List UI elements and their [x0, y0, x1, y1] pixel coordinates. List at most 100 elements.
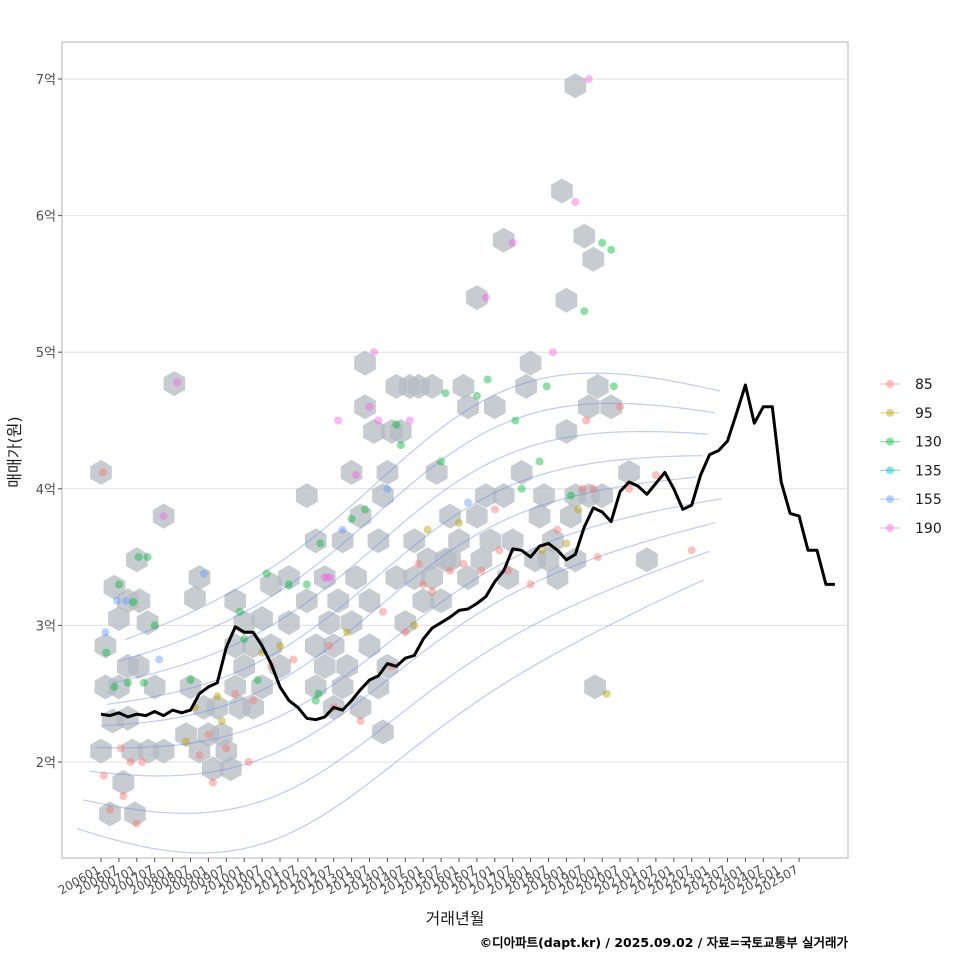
hexbin-cell: [372, 719, 394, 745]
data-point: [687, 546, 696, 555]
legend-key-dot: [886, 380, 894, 388]
data-point: [155, 655, 164, 664]
data-point: [159, 512, 168, 521]
hexbin-cell: [331, 528, 354, 554]
data-point: [472, 391, 481, 400]
hexbin-cell: [152, 738, 175, 764]
density-contour: [106, 455, 703, 705]
y-tick-label: 6억: [36, 210, 56, 225]
data-point: [338, 525, 347, 534]
legend-item: 85: [880, 377, 933, 393]
hexbin-cell: [206, 694, 229, 720]
hexbin-cell: [577, 394, 600, 420]
hexbin-cell: [108, 606, 130, 632]
data-point: [217, 717, 226, 726]
data-point: [511, 416, 520, 425]
legend-label: 155: [915, 492, 942, 508]
data-point: [289, 655, 298, 664]
hexbin-cell: [90, 459, 112, 485]
hexbin-cell: [564, 73, 587, 99]
data-point: [361, 505, 370, 514]
data-point: [419, 580, 428, 589]
data-point: [320, 573, 329, 582]
data-point: [616, 402, 625, 411]
data-point: [582, 416, 591, 425]
hexbin-cell: [448, 528, 470, 554]
hexbin-cell: [251, 606, 273, 632]
hexbin-cell: [322, 633, 345, 659]
data-point: [580, 307, 589, 316]
data-point: [186, 676, 195, 685]
data-point: [410, 621, 419, 630]
legend-key-dot: [886, 495, 894, 504]
trend-line: [100, 383, 835, 722]
data-point: [542, 382, 551, 391]
data-point: [405, 416, 414, 425]
data-point: [105, 805, 114, 814]
data-point: [244, 758, 253, 766]
data-point: [609, 382, 618, 391]
hexbin-cell: [412, 588, 434, 614]
hexbin-cell: [296, 588, 318, 614]
data-point: [199, 569, 208, 578]
hexbin-cell: [367, 528, 390, 554]
data-point: [98, 468, 107, 477]
density-contour: [124, 372, 721, 641]
hexbin-cell: [372, 483, 394, 509]
hexbin-cell: [367, 674, 390, 700]
data-point: [625, 484, 634, 493]
data-point: [314, 689, 323, 698]
data-point: [316, 539, 325, 548]
data-point: [428, 587, 437, 596]
hexbin-cell: [542, 528, 564, 554]
hexbin-cell: [305, 528, 327, 554]
hexbin-cell: [421, 373, 443, 399]
data-point: [378, 607, 387, 616]
data-point: [396, 441, 405, 450]
hexbin-cell: [179, 674, 202, 700]
hexbin-cell: [457, 394, 479, 420]
data-point: [122, 596, 131, 605]
data-point: [504, 566, 513, 575]
data-point: [110, 682, 119, 691]
data-point: [437, 457, 446, 466]
hexbin-cell: [224, 588, 247, 614]
data-point: [116, 744, 125, 753]
density-contour: [100, 476, 697, 727]
hexbin-cell: [202, 756, 224, 782]
hexbin-cell: [501, 528, 524, 554]
y-axis-title: 매매가(원): [5, 416, 24, 487]
hexbin-cell: [555, 418, 578, 444]
legend-item: 135: [880, 463, 942, 479]
hexbin-cell: [385, 565, 408, 591]
data-point: [495, 546, 504, 555]
hexbin-cell: [466, 503, 488, 529]
legend-item: 155: [880, 492, 942, 508]
hexbin-cell: [515, 373, 537, 399]
hexbin-cell: [376, 459, 399, 485]
hexbin-cell: [305, 633, 327, 659]
hexbin-cell: [313, 653, 336, 679]
data-point: [262, 569, 271, 578]
hexbin-cell: [188, 565, 211, 591]
data-point: [574, 505, 583, 514]
legend-label: 190: [915, 521, 942, 537]
density-contour: [118, 402, 715, 662]
data-point: [99, 771, 108, 780]
hexbin-cell: [537, 547, 560, 573]
density-contour: [82, 550, 710, 814]
data-point: [446, 566, 455, 575]
hexbin-cell: [336, 653, 358, 679]
density-contour: [76, 579, 704, 854]
data-point: [584, 75, 593, 83]
hexbin-cell: [564, 547, 587, 573]
hexbin-cell: [479, 528, 502, 554]
data-point: [526, 580, 535, 589]
legend-label: 85: [915, 377, 933, 393]
data-point: [126, 758, 135, 766]
hexbin-cell: [349, 503, 372, 529]
hexbin-cell: [340, 610, 363, 636]
data-point: [535, 457, 544, 466]
data-point: [578, 484, 587, 493]
